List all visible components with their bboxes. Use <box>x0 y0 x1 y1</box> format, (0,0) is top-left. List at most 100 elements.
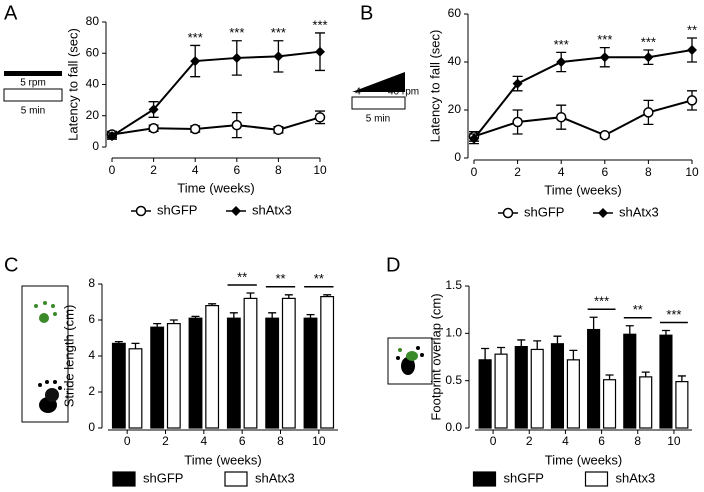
error-bar <box>268 312 277 319</box>
significance: *** <box>594 294 609 309</box>
error-bar <box>533 340 542 350</box>
bar <box>281 297 296 429</box>
significance: *** <box>271 25 286 40</box>
bar <box>602 379 617 429</box>
y-tick-label: 0.5 <box>445 373 462 387</box>
x-axis-title: Time (weeks) <box>184 452 262 467</box>
legend-label: shGFP <box>504 470 544 485</box>
bar <box>494 353 508 429</box>
x-tick-label: 10 <box>667 434 681 448</box>
bar <box>150 326 165 429</box>
error-bar <box>481 347 490 360</box>
y-tick-label: 80 <box>86 14 100 28</box>
y-axis-title: Footprint overlap (cm) <box>428 293 443 420</box>
bar <box>639 376 653 429</box>
legend-label: shGFP <box>157 202 197 217</box>
x-tick-label: 4 <box>200 434 207 448</box>
error-bar <box>661 329 670 336</box>
x-axis-title: Time (weeks) <box>545 452 623 467</box>
error-bar <box>208 303 217 306</box>
significance: *** <box>229 25 244 40</box>
error-bar <box>517 339 526 347</box>
bar <box>659 334 673 429</box>
panel-label: C <box>4 254 18 276</box>
error-bar <box>191 315 200 319</box>
marker <box>555 111 567 123</box>
marker <box>599 129 611 141</box>
bar <box>128 348 143 429</box>
x-tick-label: 2 <box>162 434 169 448</box>
y-tick-label: 0 <box>88 420 95 434</box>
ramp <box>352 72 405 92</box>
y-tick-label: 40 <box>86 77 100 91</box>
x-tick-label: 2 <box>526 434 533 448</box>
y-tick-label: 20 <box>86 108 100 122</box>
marker <box>469 133 479 144</box>
error-bar <box>131 342 140 349</box>
y-tick-label: 1.0 <box>445 326 462 340</box>
y-tick-label: 0 <box>454 150 461 164</box>
duration-label: 5 min <box>366 114 390 125</box>
significance: *** <box>188 30 203 45</box>
series-line <box>473 99 693 138</box>
marker <box>687 45 697 55</box>
y-tick-label: 20 <box>448 102 462 116</box>
marker <box>231 119 243 131</box>
error-bar <box>153 322 162 328</box>
x-tick-label: 0 <box>109 163 116 177</box>
y-tick-label: 8 <box>88 276 95 290</box>
error-bar <box>284 294 293 299</box>
marker <box>686 95 698 106</box>
x-axis-title: Time (weeks) <box>177 180 255 195</box>
x-tick-label: 10 <box>685 165 699 179</box>
x-tick-label: 0 <box>124 434 131 448</box>
x-tick-label: 8 <box>277 434 284 448</box>
bar <box>111 342 126 429</box>
bar <box>205 305 220 429</box>
marker <box>599 52 610 63</box>
significance: ** <box>314 271 324 286</box>
marker <box>107 131 117 142</box>
marker <box>231 52 242 63</box>
footprint-image <box>387 337 433 385</box>
bar <box>530 348 544 429</box>
error-bar <box>625 325 634 335</box>
y-tick-label: 6 <box>88 312 95 326</box>
marker <box>273 124 284 136</box>
x-tick-label: 4 <box>192 163 199 177</box>
legend-label: shAtx3 <box>619 204 659 219</box>
marker <box>643 52 654 63</box>
bar <box>166 323 181 429</box>
marker <box>189 123 201 135</box>
legend-swatch <box>584 471 609 487</box>
marker <box>556 57 567 67</box>
x-tick-label: 6 <box>233 163 240 177</box>
marker <box>643 107 654 118</box>
y-axis-title: Stride length (cm) <box>61 305 76 408</box>
legend-marker <box>135 205 147 217</box>
y-tick-label: 60 <box>86 45 100 59</box>
significance: *** <box>554 37 569 52</box>
x-tick-label: 8 <box>645 165 652 179</box>
end-label: 40 rpm <box>388 87 419 98</box>
y-tick-label: 0.0 <box>445 420 462 434</box>
error-bar <box>323 294 332 297</box>
series-line <box>473 49 693 140</box>
bar <box>320 296 335 429</box>
y-tick-label: 40 <box>448 54 462 68</box>
y-tick-label: 1.5 <box>445 278 462 292</box>
bar <box>566 359 580 429</box>
bar <box>675 381 689 429</box>
x-tick-label: 2 <box>514 165 521 179</box>
legend-marker <box>598 208 608 218</box>
legend-label: shAtx3 <box>255 470 295 485</box>
marker <box>148 104 159 115</box>
significance: *** <box>597 32 612 47</box>
error-bar <box>553 335 562 344</box>
series-line <box>111 116 321 136</box>
bar <box>243 297 258 429</box>
marker <box>273 51 284 62</box>
error-bar <box>569 349 578 360</box>
x-axis-title: Time (weeks) <box>544 182 622 197</box>
marker <box>512 116 523 128</box>
